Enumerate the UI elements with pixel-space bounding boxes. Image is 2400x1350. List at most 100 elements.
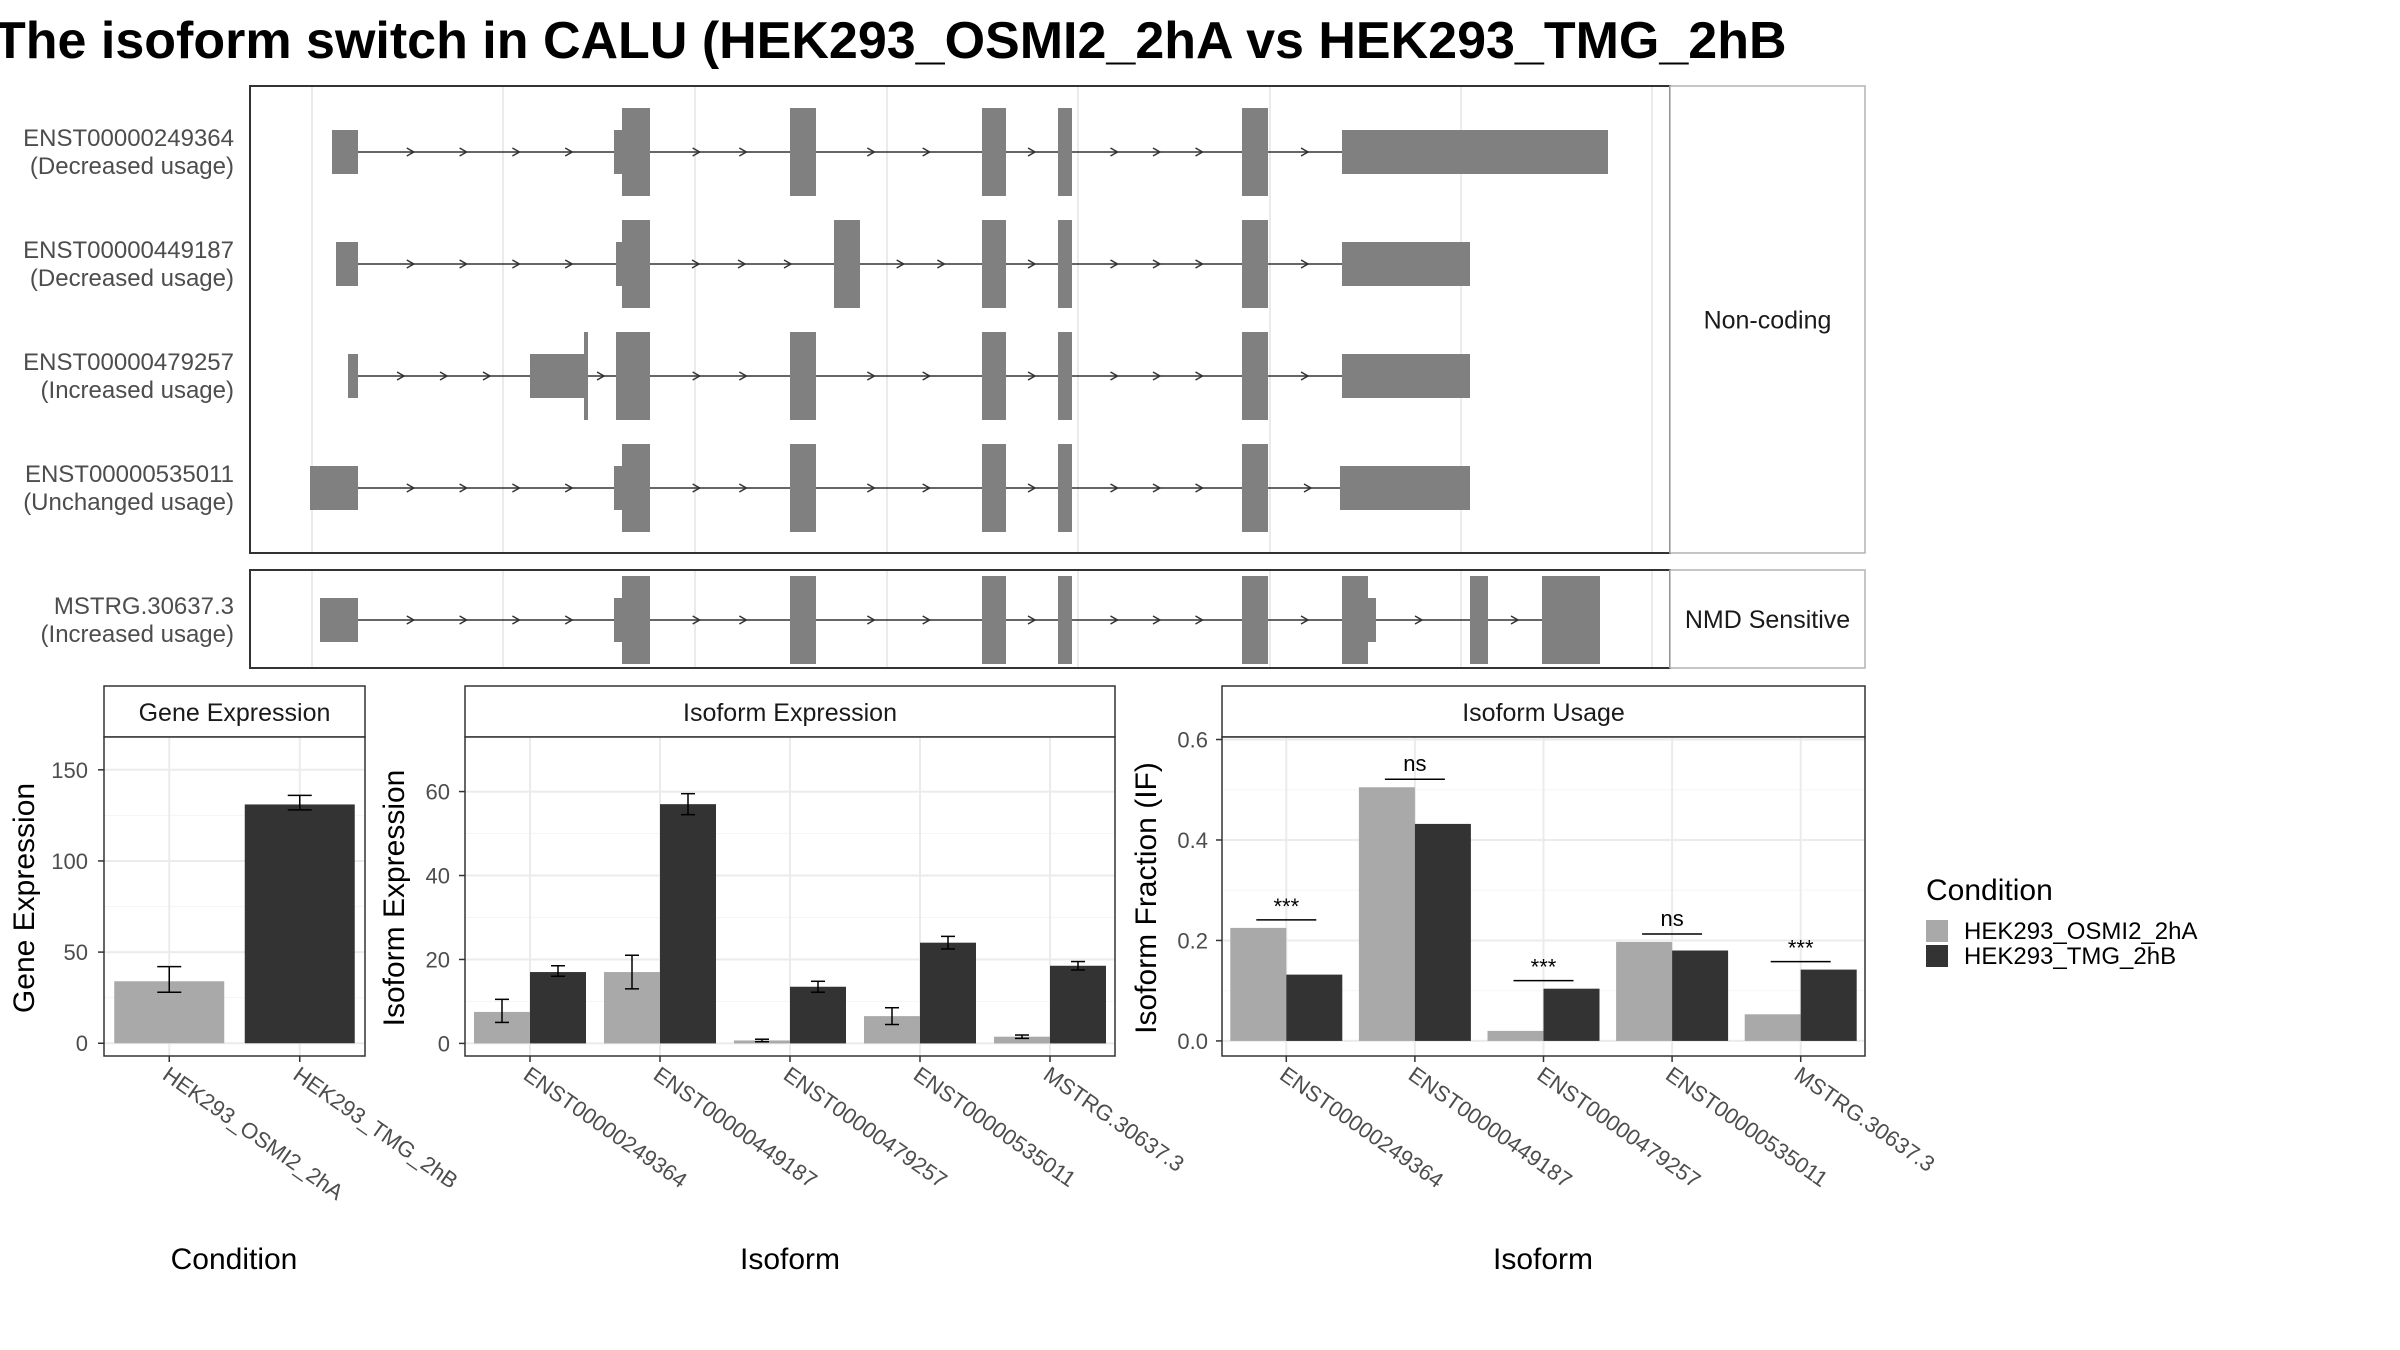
exon-block	[1058, 332, 1072, 420]
exon-block	[1242, 444, 1268, 532]
intron-direction-arrow	[1152, 259, 1162, 269]
bar-panel-isoform-expression: Isoform Expression0204060ENST00000249364…	[378, 685, 1189, 1276]
exon-block	[1470, 576, 1488, 664]
bar	[1358, 787, 1415, 1041]
exon-block	[622, 444, 650, 532]
transcript-id-label: ENST00000535011	[25, 461, 234, 488]
y-tick-label: 60	[426, 780, 450, 805]
intron-direction-arrow	[1152, 371, 1162, 381]
intron-direction-arrow	[512, 615, 521, 625]
intron-direction-arrow	[692, 483, 702, 493]
significance-label: ns	[1403, 751, 1426, 776]
expression-bar-panels: Gene Expression050100150HEK293_OSMI2_2hA…	[8, 685, 1939, 1276]
exon-block	[622, 108, 650, 196]
intron-direction-arrow	[922, 483, 932, 493]
panel-strip	[103, 685, 366, 738]
y-tick-label: 100	[51, 849, 88, 874]
exon-block	[1542, 576, 1600, 664]
exon-block	[1342, 576, 1368, 664]
y-tick-label: 20	[426, 947, 450, 972]
bar	[1230, 927, 1287, 1041]
intron-direction-arrow	[866, 615, 876, 625]
y-tick-label: 0.0	[1177, 1029, 1208, 1054]
intron-direction-arrow	[512, 483, 521, 493]
intron-direction-arrow	[406, 483, 416, 493]
intron-direction-arrow	[1300, 371, 1310, 381]
intron-direction-arrow	[922, 147, 932, 157]
y-tick-label: 0.4	[1177, 828, 1208, 853]
bar-panel-gene-expression: Gene Expression050100150HEK293_OSMI2_2hA…	[8, 685, 462, 1276]
exon-block	[1342, 354, 1470, 398]
bar	[1543, 988, 1600, 1041]
y-axis-title: Isoform Fraction (IF)	[1130, 762, 1163, 1034]
bar	[1487, 1030, 1544, 1041]
legend-title: Condition	[1926, 874, 2053, 907]
intron-direction-arrow	[1195, 147, 1205, 157]
error-bar	[885, 1006, 899, 1026]
intron-direction-arrow	[896, 259, 906, 269]
intron-direction-arrow	[564, 615, 574, 625]
exon-edge	[614, 466, 622, 510]
significance-label: ***	[1531, 955, 1557, 980]
error-bar	[1071, 960, 1085, 971]
structure-strip-label: Non-coding	[1704, 307, 1832, 335]
transcript-id-label: ENST00000249364	[23, 125, 234, 152]
intron-direction-arrow	[564, 147, 574, 157]
significance-label: ***	[1273, 894, 1299, 919]
intron-direction-arrow	[482, 371, 492, 381]
intron-direction-arrow	[738, 147, 748, 157]
intron-direction-arrow	[459, 615, 469, 625]
transcript-row	[310, 444, 1470, 532]
intron-direction-arrow	[738, 615, 748, 625]
intron-direction-arrow	[1303, 483, 1313, 493]
exon-block	[348, 354, 358, 398]
intron-direction-arrow	[738, 371, 748, 381]
exon-block	[616, 332, 650, 420]
intron-direction-arrow	[459, 259, 469, 269]
bar-panel-isoform-usage: Isoform Usage0.00.20.40.6***ns***ns***EN…	[1130, 685, 1939, 1276]
exon-block	[1242, 332, 1268, 420]
exon-block	[834, 220, 860, 308]
error-bar	[811, 980, 825, 993]
x-axis-title: Isoform	[740, 1243, 840, 1276]
error-bar	[551, 965, 565, 977]
error-bar	[495, 998, 509, 1024]
intron-direction-arrow	[564, 483, 574, 493]
legend-swatch	[1926, 945, 1948, 967]
y-axis-title: Gene Expression	[8, 783, 41, 1013]
error-bar	[157, 965, 182, 993]
bar	[660, 804, 716, 1044]
exon-edge	[616, 242, 622, 286]
intron-direction-arrow	[866, 483, 876, 493]
exon-block	[1242, 220, 1268, 308]
bar	[530, 972, 586, 1044]
y-tick-label: 0.6	[1177, 728, 1208, 753]
transcript-row	[320, 576, 1600, 664]
error-bar	[287, 794, 312, 811]
intron-direction-arrow	[406, 147, 416, 157]
legend-swatch	[1926, 920, 1948, 942]
intron-direction-arrow	[1152, 615, 1162, 625]
exon-edge	[614, 598, 622, 642]
exon-block	[320, 598, 358, 642]
bar	[1286, 974, 1343, 1041]
transcript-id-label: MSTRG.30637.3	[54, 593, 234, 620]
exon-block	[982, 444, 1006, 532]
exon-block	[622, 576, 650, 664]
bar	[1050, 965, 1106, 1044]
bar	[1616, 941, 1673, 1041]
panel-strip-title: Gene Expression	[139, 699, 331, 727]
exon-block	[310, 466, 358, 510]
exon-block	[790, 576, 816, 664]
intron-direction-arrow	[396, 371, 406, 381]
exon-block	[982, 220, 1006, 308]
intron-direction-arrow	[512, 259, 521, 269]
bar	[1414, 823, 1471, 1041]
exon-edge	[1340, 466, 1348, 510]
intron-direction-arrow	[866, 147, 876, 157]
structure-panel-background	[250, 570, 1670, 668]
exon-block	[790, 332, 816, 420]
intron-direction-arrow	[922, 371, 932, 381]
structure-strip	[1669, 569, 1866, 669]
